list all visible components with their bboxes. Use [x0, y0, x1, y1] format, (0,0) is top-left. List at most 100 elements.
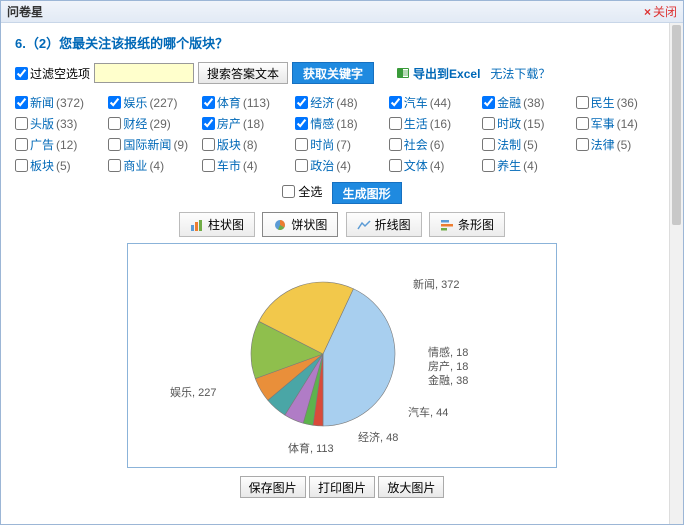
app-window: 问卷星 × 关闭 6.（2）您最关注该报纸的哪个版块？ 过滤空选项 搜索答案文本…	[0, 0, 684, 525]
tab-bar[interactable]: 柱状图	[179, 212, 255, 237]
pie-chart-icon	[273, 219, 287, 231]
option-label: 生活	[404, 115, 428, 132]
close-button[interactable]: × 关闭	[644, 3, 677, 20]
search-button[interactable]: 搜索答案文本	[198, 62, 288, 84]
cant-download-link[interactable]: 无法下载？	[490, 65, 550, 82]
generate-chart-button[interactable]: 生成图形	[332, 182, 402, 204]
option-checkbox[interactable]	[482, 138, 495, 151]
option-label: 汽车	[404, 94, 428, 111]
option-checkbox[interactable]	[389, 117, 402, 130]
chart-container: 新闻, 372情感, 18房产, 18金融, 38汽车, 44经济, 48体育,…	[127, 243, 557, 468]
option-checkbox[interactable]	[108, 159, 121, 172]
scrollbar-thumb[interactable]	[672, 25, 681, 225]
option-count: (12)	[56, 138, 77, 152]
excel-icon	[396, 66, 410, 80]
option-18[interactable]: 社会(6)	[389, 136, 482, 153]
option-count: (5)	[523, 138, 538, 152]
option-label: 娱乐	[123, 94, 147, 111]
option-checkbox[interactable]	[108, 96, 121, 109]
option-count: (44)	[430, 96, 451, 110]
option-checkbox[interactable]	[482, 159, 495, 172]
option-count: (4)	[149, 159, 164, 173]
option-9[interactable]: 房产(18)	[202, 115, 295, 132]
option-20[interactable]: 法律(5)	[576, 136, 669, 153]
option-checkbox[interactable]	[576, 138, 589, 151]
select-all-option[interactable]: 全选	[282, 183, 322, 200]
option-checkbox[interactable]	[15, 159, 28, 172]
hbar-chart-icon	[440, 219, 454, 231]
option-checkbox[interactable]	[295, 138, 308, 151]
select-all-checkbox[interactable]	[282, 185, 295, 198]
tab-line-label: 折线图	[375, 216, 411, 233]
zoom-image-button[interactable]: 放大图片	[378, 476, 444, 498]
option-checkbox[interactable]	[576, 96, 589, 109]
save-image-button[interactable]: 保存图片	[240, 476, 306, 498]
option-22[interactable]: 商业(4)	[108, 157, 201, 174]
option-label: 金融	[497, 94, 521, 111]
scrollbar-track[interactable]	[669, 23, 683, 524]
option-19[interactable]: 法制(5)	[482, 136, 575, 153]
tab-hbar[interactable]: 条形图	[429, 212, 505, 237]
tab-line[interactable]: 折线图	[346, 212, 422, 237]
option-23[interactable]: 车市(4)	[202, 157, 295, 174]
option-8[interactable]: 财经(29)	[108, 115, 201, 132]
chart-type-tabs: 柱状图 饼状图 折线图 条形图	[15, 212, 669, 237]
export-excel-link[interactable]: 导出到Excel	[396, 65, 480, 82]
option-checkbox[interactable]	[295, 96, 308, 109]
option-25[interactable]: 文体(4)	[389, 157, 482, 174]
option-12[interactable]: 时政(15)	[482, 115, 575, 132]
option-checkbox[interactable]	[389, 96, 402, 109]
option-checkbox[interactable]	[15, 96, 28, 109]
option-1[interactable]: 娱乐(227)	[108, 94, 201, 111]
option-6[interactable]: 民生(36)	[576, 94, 669, 111]
option-checkbox[interactable]	[202, 138, 215, 151]
get-keyword-button[interactable]: 获取关键字	[292, 62, 374, 84]
option-3[interactable]: 经济(48)	[295, 94, 388, 111]
option-10[interactable]: 情感(18)	[295, 115, 388, 132]
line-chart-icon	[357, 219, 371, 231]
option-checkbox[interactable]	[202, 117, 215, 130]
option-count: (18)	[336, 117, 357, 131]
option-15[interactable]: 国际新闻(9)	[108, 136, 201, 153]
option-13[interactable]: 军事(14)	[576, 115, 669, 132]
option-checkbox[interactable]	[108, 138, 121, 151]
option-2[interactable]: 体育(113)	[202, 94, 295, 111]
option-label: 版块	[217, 136, 241, 153]
option-checkbox[interactable]	[295, 159, 308, 172]
option-17[interactable]: 时尚(7)	[295, 136, 388, 153]
option-count: (29)	[149, 117, 170, 131]
option-16[interactable]: 版块(8)	[202, 136, 295, 153]
tab-pie[interactable]: 饼状图	[262, 212, 338, 237]
option-checkbox[interactable]	[15, 117, 28, 130]
option-21[interactable]: 板块(5)	[15, 157, 108, 174]
option-label: 财经	[123, 115, 147, 132]
pie-label: 金融, 38	[428, 372, 468, 388]
option-11[interactable]: 生活(16)	[389, 115, 482, 132]
option-count: (15)	[523, 117, 544, 131]
option-26[interactable]: 养生(4)	[482, 157, 575, 174]
option-checkbox[interactable]	[202, 96, 215, 109]
option-checkbox[interactable]	[15, 138, 28, 151]
filter-empty-option[interactable]: 过滤空选项	[15, 65, 90, 82]
option-24[interactable]: 政治(4)	[295, 157, 388, 174]
option-checkbox[interactable]	[482, 96, 495, 109]
option-checkbox[interactable]	[482, 117, 495, 130]
option-14[interactable]: 广告(12)	[15, 136, 108, 153]
option-checkbox[interactable]	[202, 159, 215, 172]
option-5[interactable]: 金融(38)	[482, 94, 575, 111]
option-0[interactable]: 新闻(372)	[15, 94, 108, 111]
option-checkbox[interactable]	[576, 117, 589, 130]
option-label: 文体	[404, 157, 428, 174]
search-input[interactable]	[94, 63, 194, 83]
option-7[interactable]: 头版(33)	[15, 115, 108, 132]
tab-bar-label: 柱状图	[208, 216, 244, 233]
option-checkbox[interactable]	[389, 138, 402, 151]
filter-empty-checkbox[interactable]	[15, 67, 28, 80]
option-4[interactable]: 汽车(44)	[389, 94, 482, 111]
option-label: 新闻	[30, 94, 54, 111]
option-checkbox[interactable]	[295, 117, 308, 130]
option-checkbox[interactable]	[108, 117, 121, 130]
option-checkbox[interactable]	[389, 159, 402, 172]
print-image-button[interactable]: 打印图片	[309, 476, 375, 498]
pie-label: 经济, 48	[358, 429, 398, 445]
